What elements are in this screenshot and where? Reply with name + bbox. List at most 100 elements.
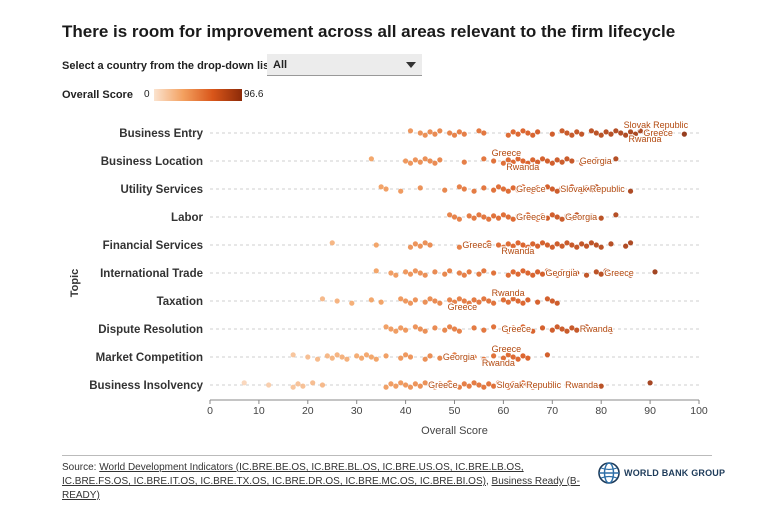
data-point[interactable] (564, 130, 570, 136)
data-point[interactable] (393, 272, 399, 278)
data-point[interactable] (442, 383, 448, 389)
data-point[interactable] (442, 271, 448, 277)
data-point[interactable] (530, 188, 536, 194)
data-point[interactable] (398, 296, 404, 302)
data-point[interactable] (373, 356, 379, 362)
data-point[interactable] (417, 130, 423, 136)
data-point[interactable] (368, 297, 374, 303)
data-point[interactable] (500, 186, 506, 192)
data-point[interactable] (525, 244, 531, 250)
data-point[interactable] (574, 186, 580, 192)
data-point[interactable] (574, 212, 580, 218)
data-point[interactable] (241, 380, 247, 386)
data-point[interactable] (486, 240, 492, 246)
data-point[interactable] (574, 244, 580, 250)
data-point[interactable] (466, 241, 472, 247)
data-point[interactable] (530, 384, 536, 390)
data-point[interactable] (569, 184, 575, 190)
data-point[interactable] (295, 381, 301, 387)
data-point[interactable] (657, 132, 663, 138)
data-point[interactable] (554, 241, 560, 247)
data-point[interactable] (559, 243, 565, 249)
data-point[interactable] (588, 213, 595, 219)
data-point[interactable] (427, 382, 433, 388)
data-point[interactable] (554, 324, 560, 330)
data-point[interactable] (510, 185, 516, 191)
data-point[interactable] (520, 380, 526, 386)
data-point[interactable] (447, 130, 453, 136)
data-point[interactable] (608, 131, 614, 137)
data-point[interactable] (593, 157, 599, 163)
data-point[interactable] (481, 296, 487, 302)
data-point[interactable] (574, 129, 580, 135)
data-point[interactable] (559, 185, 565, 191)
data-point[interactable] (593, 184, 599, 190)
data-point[interactable] (539, 213, 546, 219)
data-point[interactable] (417, 326, 423, 332)
data-point[interactable] (481, 384, 487, 390)
data-point[interactable] (530, 157, 536, 163)
data-point[interactable] (549, 381, 555, 387)
data-point[interactable] (510, 354, 516, 360)
data-point[interactable] (608, 328, 614, 334)
data-point[interactable] (505, 132, 511, 138)
data-point[interactable] (437, 157, 443, 163)
data-point[interactable] (613, 212, 619, 218)
data-point[interactable] (491, 383, 497, 389)
data-point[interactable] (466, 383, 472, 389)
data-point[interactable] (339, 354, 345, 360)
data-point[interactable] (442, 327, 448, 333)
data-point[interactable] (451, 352, 458, 358)
data-point[interactable] (515, 271, 521, 277)
data-point[interactable] (344, 356, 350, 362)
data-point[interactable] (583, 216, 590, 222)
data-point[interactable] (403, 269, 409, 275)
data-point[interactable] (422, 380, 428, 386)
data-point[interactable] (407, 244, 414, 250)
data-point[interactable] (500, 212, 506, 218)
data-point[interactable] (432, 269, 438, 275)
data-point[interactable] (427, 353, 433, 359)
data-point[interactable] (500, 382, 506, 388)
data-point[interactable] (476, 243, 482, 249)
data-point[interactable] (393, 383, 399, 389)
data-point[interactable] (417, 270, 423, 276)
data-point[interactable] (593, 326, 599, 332)
data-point[interactable] (456, 384, 462, 390)
data-point[interactable] (525, 326, 531, 332)
data-point[interactable] (535, 299, 541, 305)
data-point[interactable] (383, 384, 389, 390)
data-point[interactable] (319, 382, 326, 388)
data-point[interactable] (569, 132, 575, 138)
data-point[interactable] (378, 184, 384, 190)
data-point[interactable] (515, 187, 521, 193)
data-point[interactable] (559, 326, 565, 332)
data-point[interactable] (491, 158, 497, 164)
data-point[interactable] (515, 240, 521, 246)
data-point[interactable] (598, 383, 604, 389)
data-point[interactable] (539, 240, 546, 246)
data-point[interactable] (525, 186, 531, 192)
data-point[interactable] (627, 129, 634, 135)
data-point[interactable] (569, 268, 575, 274)
data-point[interactable] (623, 243, 629, 249)
data-point[interactable] (398, 380, 404, 386)
data-point[interactable] (593, 242, 599, 248)
data-point[interactable] (564, 271, 570, 277)
data-point[interactable] (559, 159, 565, 165)
data-point[interactable] (412, 268, 418, 274)
data-point[interactable] (461, 272, 467, 278)
data-point[interactable] (476, 299, 482, 305)
data-point[interactable] (613, 156, 619, 162)
data-point[interactable] (505, 328, 511, 334)
data-point[interactable] (290, 384, 296, 390)
data-point[interactable] (422, 272, 428, 278)
data-point[interactable] (432, 160, 438, 166)
data-point[interactable] (535, 243, 541, 249)
data-point[interactable] (417, 243, 423, 249)
data-point[interactable] (618, 270, 624, 276)
data-point[interactable] (520, 324, 526, 330)
data-point[interactable] (520, 158, 526, 164)
data-point[interactable] (505, 157, 511, 163)
data-point[interactable] (310, 380, 316, 386)
